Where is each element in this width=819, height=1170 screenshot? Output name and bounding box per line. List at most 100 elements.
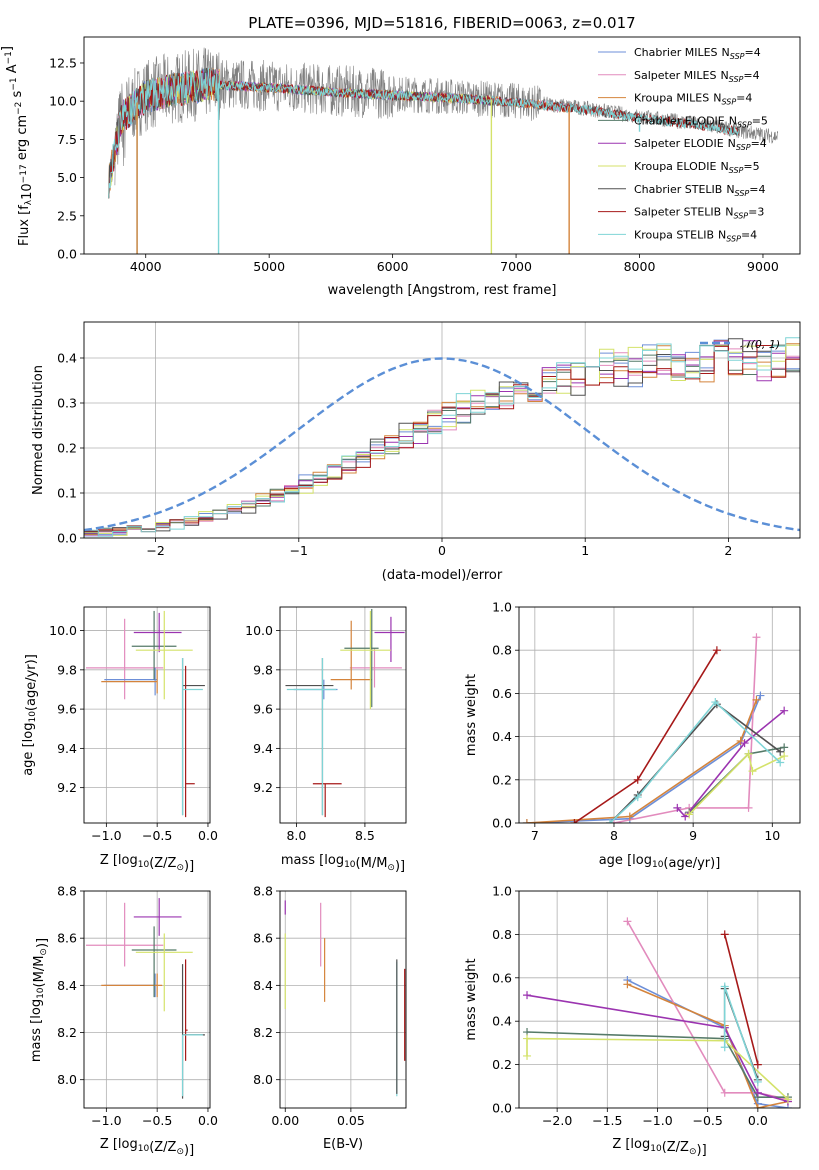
mass-weight-vs-z-xtick-label: −2.0: [542, 1113, 572, 1128]
mass-vs-z-ylabel: mass [log10(M/M⊙)]: [29, 938, 50, 1062]
spectrum-xtick-label: 4000: [130, 259, 162, 274]
mass-vs-z-ytick-label: 8.2: [57, 1025, 77, 1040]
mass-weight-vs-z-xtick-label: 0.0: [748, 1113, 768, 1128]
mass-weight-vs-age-ytick-label: 0.6: [492, 686, 512, 701]
mass-weight-series-line: [526, 994, 789, 1103]
age-vs-mass-ytick-label: 10.0: [245, 623, 273, 638]
mass-weight-vs-z-xlabel: Z [log10(Z/Z⊙)]: [612, 1137, 706, 1158]
mass-weight-series-line: [609, 700, 781, 823]
mass-weight-marker: [780, 752, 789, 761]
spectrum-xlabel: wavelength [Angstrom, rest frame]: [328, 283, 557, 298]
mass-weight-vs-age-xtick-label: 8: [610, 828, 618, 843]
mass-weight-marker: [720, 930, 729, 939]
histogram-step-line: [84, 340, 800, 538]
mass-weight-vs-z-axes: −2.0 −1.5 −1.0 −0.5 0.0 0.0 0.2 0.4 0.6 0.8 1.0: [492, 884, 801, 1128]
legend-entry: Chabrier ELODIE NSSP=5: [634, 114, 768, 129]
spectrum-ytick-label: 12.5: [49, 55, 77, 70]
mass-vs-ebv-ytick-label: 8.8: [253, 884, 273, 899]
mass-weight-marker: [570, 819, 579, 823]
mass-vs-z-xtick-label: −0.5: [142, 1113, 172, 1128]
spectrum-xtick-label: 6000: [377, 259, 409, 274]
mass-weight-series-line: [526, 1037, 789, 1100]
age-vs-mass-xtick-label: 8.0: [286, 828, 306, 843]
mass-weight-vs-z-ylabel: mass weight: [464, 958, 479, 1040]
age-vs-mass-xlabel: mass [log10(M/M⊙)]: [281, 853, 405, 874]
mass-weight-marker: [776, 758, 785, 767]
legend-entry: Salpeter STELIB NSSP=3: [634, 206, 764, 221]
spectrum-axes: 4000 5000 6000 7000 8000 9000 0.0 2.5 5.0 7.5 10.0…: [49, 36, 801, 274]
age-vs-mass-ytick-label: 9.6: [253, 702, 273, 717]
mass-weight-marker: [780, 743, 789, 752]
mass-weight-vs-z-ytick-label: 1.0: [492, 884, 512, 899]
age-vs-z-ylabel: age [log10(age/yr)]: [21, 654, 39, 776]
mass-weight-marker: [623, 980, 632, 989]
mass-weight-marker: [753, 1077, 762, 1086]
mass-weight-vs-z-xtick-label: −0.5: [692, 1113, 722, 1128]
figure-title: PLATE=0396, MJD=51816, FIBERID=0063, z=0…: [248, 14, 635, 32]
hist-ytick-label: 0.2: [57, 441, 77, 456]
hist-xtick-label: 2: [724, 543, 732, 558]
mass-vs-ebv-xtick-label: 0.05: [337, 1113, 365, 1128]
age-vs-mass-plot-area: [280, 607, 406, 823]
hist-plot-area: [84, 322, 800, 538]
mass-weight-marker: [744, 749, 753, 758]
mass-weight-series-line: [526, 695, 762, 823]
age-vs-z-xtick-label: 0.0: [198, 828, 218, 843]
histogram-step-line: [84, 337, 800, 538]
mass-weight-marker: [756, 691, 765, 700]
mass-weight-vs-age-ytick-label: 0.0: [492, 816, 512, 831]
spectrum-xtick-label: 9000: [747, 259, 779, 274]
hist-xtick-label: 1: [581, 543, 589, 558]
mass-weight-vs-age-ytick-label: 0.4: [492, 729, 512, 744]
age-vs-mass-xtick-label: 8.5: [355, 828, 375, 843]
mass-weight-marker: [752, 695, 761, 704]
age-vs-z-xlabel: Z [log10(Z/Z⊙)]: [100, 853, 194, 874]
mass-weight-marker: [720, 1088, 729, 1097]
age-vs-z-xtick-label: −0.5: [142, 828, 172, 843]
hist-ytick-label: 0.1: [57, 486, 77, 501]
age-vs-mass-ytick-label: 9.2: [253, 780, 273, 795]
mass-weight-marker: [673, 803, 682, 812]
mass-vs-z-plot-area: [84, 891, 210, 1108]
mass-vs-ebv-ytick-label: 8.4: [253, 978, 273, 993]
mass-weight-marker: [633, 775, 642, 784]
mass-weight-marker: [748, 767, 757, 776]
model-spectrum-line: [108, 67, 739, 199]
mass-vs-z-ytick-label: 8.0: [57, 1072, 77, 1087]
legend-entry: Kroupa MILES NSSP=4: [634, 92, 752, 107]
mass-weight-vs-z-ytick-label: 0.8: [492, 927, 512, 942]
age-vs-mass-frame: [279, 606, 407, 824]
age-vs-z-ytick-label: 9.8: [57, 662, 77, 677]
mass-vs-ebv-plot-area: [280, 891, 406, 1108]
mass-weight-vs-age-axes: 7 8 9 10 0.0 0.2 0.4 0.6 0.8 1.0: [492, 600, 801, 843]
mass-weight-marker: [625, 812, 634, 821]
mass-weight-vs-age-xtick-label: 9: [689, 828, 697, 843]
mass-weight-marker: [783, 1095, 792, 1104]
mass-vs-ebv-ytick-label: 8.2: [253, 1025, 273, 1040]
legend-entry: Kroupa ELODIE NSSP=5: [634, 160, 760, 175]
age-vs-z-xtick-label: −1.0: [91, 828, 121, 843]
mass-vs-z-xtick-label: 0.0: [198, 1113, 218, 1128]
mass-vs-z-xlabel: Z [log10(Z/Z⊙)]: [100, 1137, 194, 1158]
mass-vs-ebv-ytick-label: 8.0: [253, 1072, 273, 1087]
mass-weight-vs-z-xtick-label: −1.0: [642, 1113, 672, 1128]
mass-vs-z-ytick-label: 8.6: [57, 931, 77, 946]
mass-weight-marker: [523, 1034, 532, 1043]
mass-weight-marker: [720, 1043, 729, 1052]
hist-ylabel: Normed distribution: [31, 365, 46, 495]
mass-weight-marker: [776, 747, 785, 756]
histogram-step-line: [84, 339, 800, 538]
mass-vs-ebv-xlabel: E(B-V): [323, 1137, 363, 1152]
mass-weight-vs-z-frame: [518, 890, 801, 1109]
spectrum-ytick-label: 0.0: [57, 247, 77, 262]
mass-weight-series-line: [613, 637, 758, 823]
spectrum-xtick-label: 8000: [624, 259, 656, 274]
mass-vs-ebv-axes: 0.00 0.05 8.0 8.2 8.4 8.6 8.8: [253, 884, 407, 1128]
mass-weight-marker: [753, 1088, 762, 1097]
mass-weight-marker: [685, 810, 694, 819]
age-vs-mass-ytick-label: 9.8: [253, 662, 273, 677]
mass-weight-marker: [606, 819, 615, 823]
mass-weight-marker: [740, 739, 749, 748]
mass-weight-marker: [711, 698, 720, 707]
